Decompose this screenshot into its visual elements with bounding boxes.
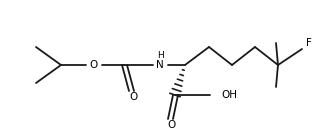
Text: H: H [157,51,163,60]
Text: O: O [90,60,98,70]
Text: O: O [167,120,175,130]
Text: O: O [129,92,137,102]
Text: OH: OH [221,90,237,100]
Text: N: N [156,60,164,70]
Text: F: F [306,38,312,48]
